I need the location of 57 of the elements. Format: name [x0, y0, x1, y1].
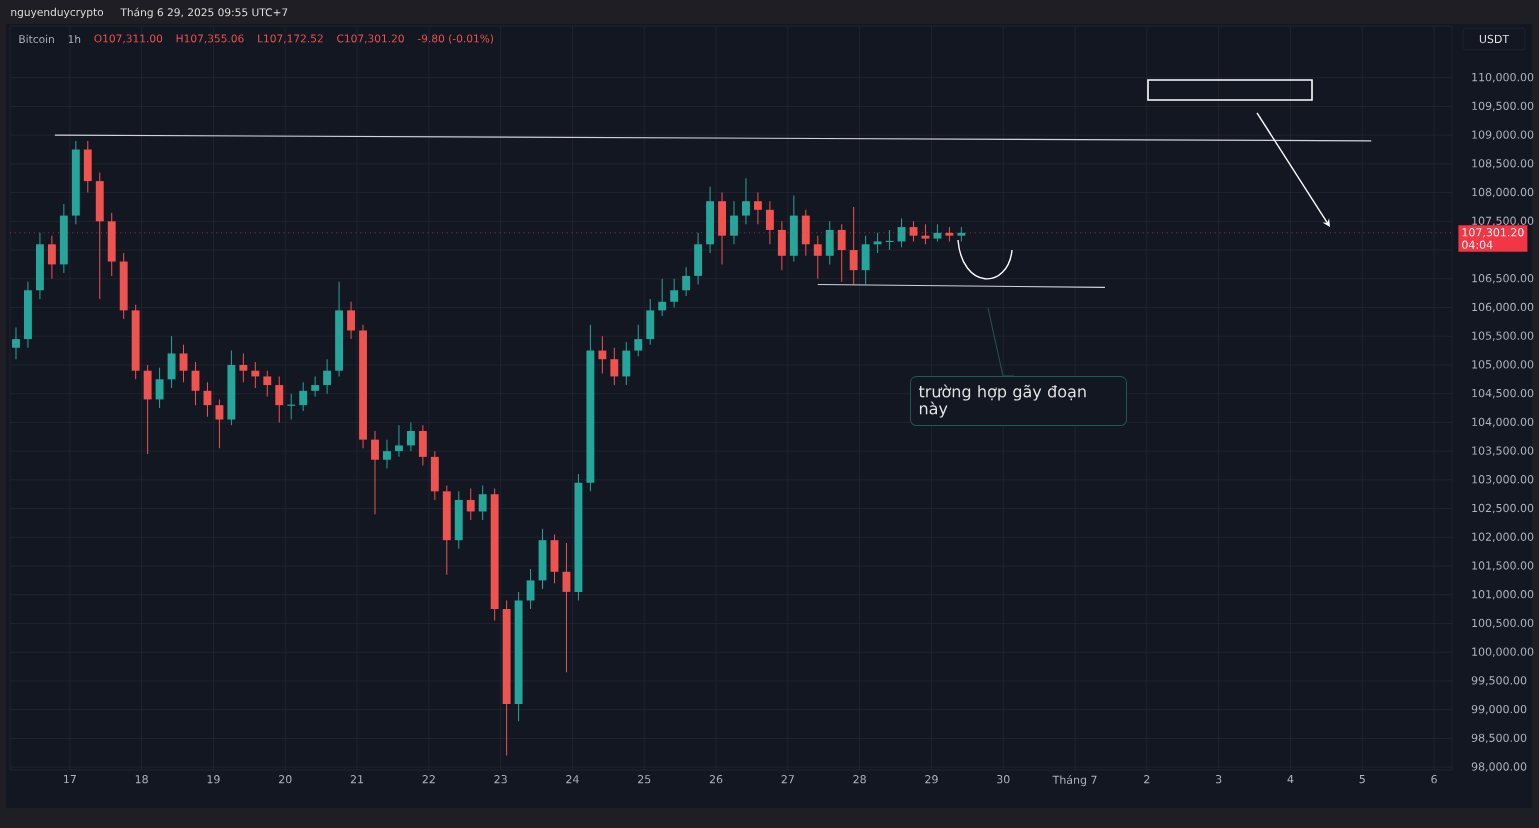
x-tick-label: 20: [279, 775, 292, 784]
annotation: -9.80 (-0.01%): [417, 34, 494, 44]
annotation: L107,172.52: [258, 34, 323, 44]
x-tick-label: 18: [135, 775, 148, 784]
y-tick-label: 108,000.00: [1472, 187, 1534, 198]
text: 1h: [68, 34, 81, 44]
x-tick-label: 24: [566, 775, 579, 784]
y-tick-label: 104,500.00: [1472, 388, 1534, 399]
x-tick-label: 26: [709, 775, 723, 784]
annotation: trường hợp gãy đoạn này: [918, 384, 1086, 418]
x-tick-label: 27: [781, 775, 794, 784]
x-tick-label: 30: [997, 775, 1010, 784]
y-tick-label: 105,500.00: [1472, 331, 1534, 341]
y-tick-label: 99,500.00: [1471, 676, 1527, 686]
x-tick-label: 5: [1359, 775, 1365, 784]
y-tick-label: 109,000.00: [1472, 130, 1534, 140]
y-tick-label: 107,500.00: [1472, 216, 1534, 227]
text: Tháng 6 29, 2025 09:55 UTC+7: [120, 7, 288, 19]
y-tick-label: 101,000.00: [1472, 590, 1534, 600]
y-tick-label: 103,000.00: [1472, 475, 1534, 485]
x-tick-label: 25: [638, 775, 651, 784]
x-tick-label: 29: [925, 775, 938, 784]
annotation: H107,355.06: [176, 34, 244, 44]
y-tick-label: 109,500.00: [1472, 101, 1534, 112]
y-tick-label: 110,000.00: [1472, 72, 1534, 83]
text: 04:04: [1462, 240, 1493, 249]
x-tick-label: 2: [1144, 775, 1150, 784]
y-axis-title: USDT: [1479, 34, 1510, 44]
annotation: O107,311.00: [94, 34, 163, 44]
y-tick-label: 103,500.00: [1472, 446, 1534, 456]
y-tick-label: 104,000.00: [1472, 417, 1534, 428]
x-tick-label: 23: [494, 775, 507, 784]
y-tick-label: 102,500.00: [1472, 503, 1534, 514]
x-tick-label: Tháng 7: [1052, 775, 1097, 787]
y-tick-label: 105,000.00: [1472, 360, 1534, 370]
y-tick-label: 98,500.00: [1471, 733, 1527, 744]
x-tick-label: 4: [1287, 775, 1294, 784]
y-tick-label: 99,000.00: [1471, 704, 1527, 715]
annotation: C107,301.20: [337, 34, 404, 44]
ref-line-label: 107,301.20: [1462, 228, 1524, 238]
x-tick-label: 28: [853, 775, 866, 784]
y-tick-label: 101,500.00: [1472, 561, 1534, 571]
x-tick-label: 17: [64, 775, 76, 784]
y-tick-label: 106,500.00: [1472, 274, 1534, 284]
x-tick-label: 19: [207, 775, 220, 784]
x-tick-label: 6: [1431, 775, 1437, 784]
x-tick-label: 21: [350, 775, 364, 784]
x-tick-label: 22: [422, 775, 435, 784]
y-tick-label: 100,000.00: [1472, 647, 1534, 657]
y-tick-label: 98,000.00: [1471, 762, 1527, 772]
y-tick-label: 100,500.00: [1472, 618, 1534, 629]
x-tick-label: 3: [1216, 775, 1222, 784]
y-tick-label: 106,000.00: [1472, 302, 1534, 313]
text: Bitcoin: [19, 34, 54, 44]
text: nguyenduycrypto: [11, 7, 104, 19]
y-tick-label: 108,500.00: [1472, 159, 1534, 169]
y-tick-label: 102,000.00: [1472, 532, 1534, 543]
